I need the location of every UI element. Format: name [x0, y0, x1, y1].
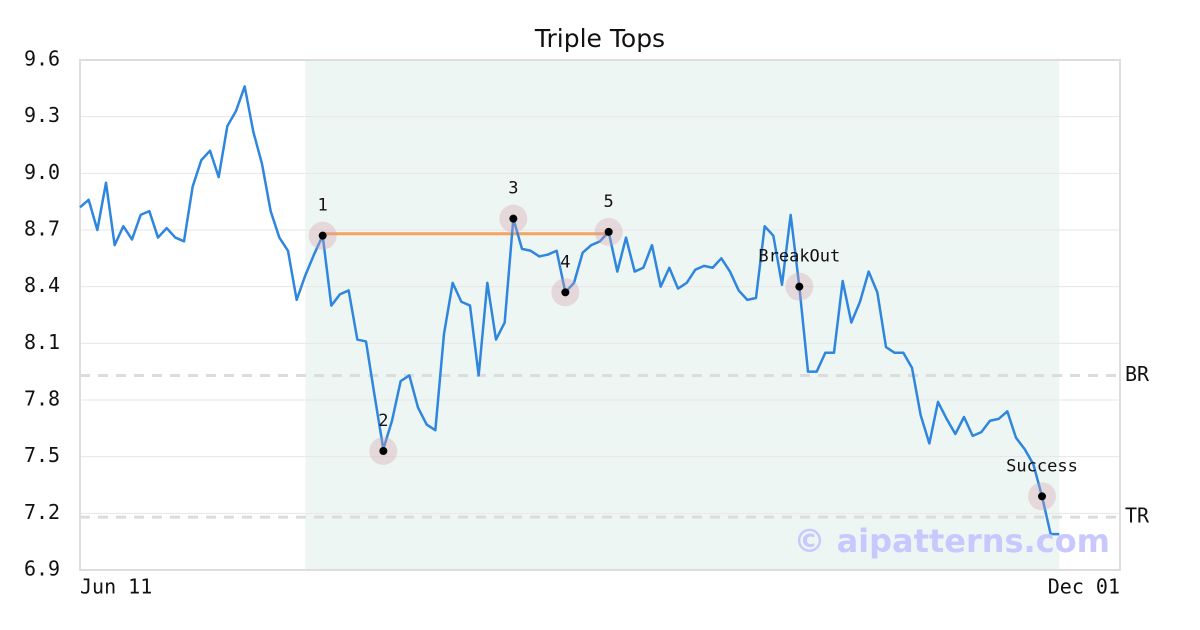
pattern-point	[318, 231, 327, 240]
pattern-point-label: 4	[560, 252, 570, 272]
price-line	[79, 85, 1060, 536]
pattern-point	[379, 447, 388, 455]
y-tick-label: 9.3	[24, 103, 60, 127]
y-tick-label: 7.5	[24, 443, 60, 467]
pattern-point	[509, 214, 518, 223]
y-tick-label: 8.7	[24, 217, 60, 241]
level-label: BR	[1125, 362, 1150, 386]
y-tick-label: 8.4	[24, 273, 60, 297]
pattern-point	[561, 288, 570, 297]
level-label: TR	[1125, 504, 1150, 528]
watermark: © aipatterns.com	[793, 522, 1110, 560]
pattern-point-label: 5	[604, 192, 614, 212]
chart-title: Triple Tops	[534, 24, 665, 53]
y-tick-label: 9.0	[24, 160, 60, 184]
pattern-point	[1038, 492, 1046, 501]
pattern-point-label: 2	[378, 411, 388, 431]
pattern-region	[305, 60, 1060, 570]
pattern-point-label: 1	[318, 196, 328, 216]
pattern-point	[604, 227, 613, 236]
plot-border	[79, 59, 1121, 571]
y-tick-label: 6.9	[24, 557, 60, 581]
y-tick-label: 9.6	[24, 47, 60, 71]
x-tick-label: Dec 01	[1048, 575, 1120, 599]
y-tick-label: 7.2	[24, 500, 60, 524]
y-tick-label: 8.1	[24, 330, 60, 354]
x-tick-label: Jun 11	[80, 575, 152, 599]
y-tick-label: 7.8	[24, 387, 60, 411]
pattern-point-label: Success	[1006, 456, 1078, 476]
pattern-point	[795, 282, 804, 291]
pattern-point-label: BreakOut	[758, 247, 840, 267]
pattern-point-label: 3	[508, 179, 518, 199]
